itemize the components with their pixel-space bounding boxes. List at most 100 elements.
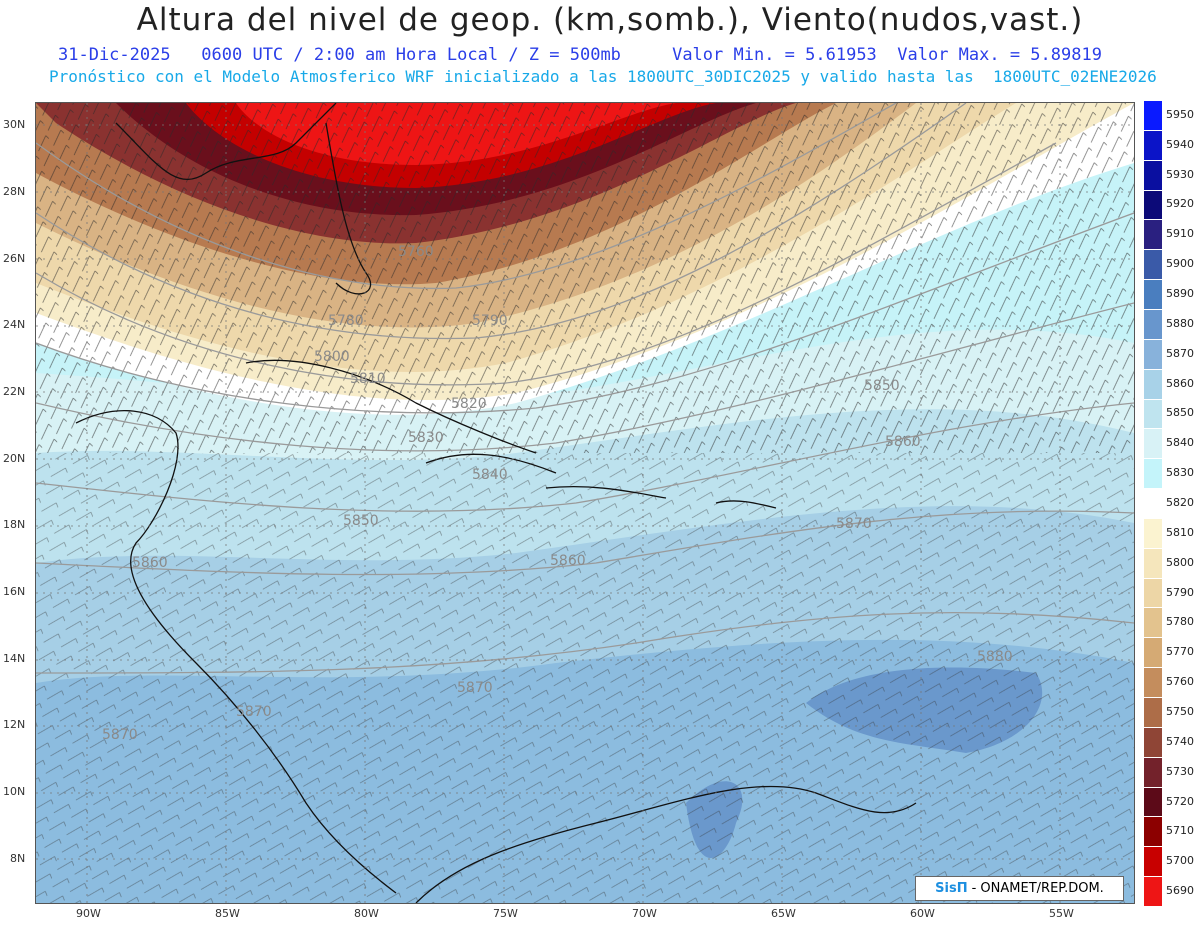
contour-label: 5870 xyxy=(457,680,493,696)
legend-level-label: 5810 xyxy=(1166,525,1194,539)
legend-level-label: 5800 xyxy=(1166,555,1194,569)
legend-swatch xyxy=(1144,517,1162,548)
legend-level-label: 5740 xyxy=(1166,734,1194,748)
legend-swatch xyxy=(1144,786,1162,817)
legend-swatch xyxy=(1144,249,1162,280)
lon-tick: 70W xyxy=(632,907,657,920)
sisp-logo: SisΠ xyxy=(935,881,968,896)
legend-swatch xyxy=(1144,607,1162,638)
lon-tick: 90W xyxy=(76,907,101,920)
lon-tick: 55W xyxy=(1049,907,1074,920)
legend-swatch xyxy=(1144,458,1162,489)
map-canvas: 5760 5780 5790 5800 5810 5820 5830 5840 … xyxy=(36,103,1134,903)
legend-level-label: 5710 xyxy=(1166,824,1194,838)
lat-tick: 26N xyxy=(3,252,26,265)
contour-label: 5880 xyxy=(977,649,1013,665)
legend-swatch xyxy=(1144,129,1162,160)
legend-swatch xyxy=(1144,368,1162,399)
contour-label: 5820 xyxy=(451,396,487,412)
legend-level-label: 5820 xyxy=(1166,496,1194,509)
legend-level-label: 5780 xyxy=(1166,615,1194,629)
legend-swatch xyxy=(1144,398,1162,429)
legend-level-label: 5880 xyxy=(1166,316,1194,330)
lat-tick: 22N xyxy=(3,385,26,398)
legend-swatch xyxy=(1144,219,1162,250)
legend-swatch xyxy=(1144,697,1162,727)
lat-tick: 24N xyxy=(3,318,26,331)
legend-level-label: 5720 xyxy=(1166,794,1194,808)
color-legend: 5950 5940 5930 5920 5910 5900 5890 5880 5870 5860… xyxy=(1144,100,1200,906)
legend-swatch xyxy=(1144,100,1162,130)
legend-swatch xyxy=(1144,308,1162,339)
legend-level-label: 5930 xyxy=(1166,167,1194,181)
legend-level-label: 5770 xyxy=(1166,645,1194,659)
contour-label: 5850 xyxy=(864,378,900,394)
lat-tick: 16N xyxy=(3,585,26,598)
lat-tick: 28N xyxy=(3,185,26,198)
lon-tick: 75W xyxy=(493,907,518,920)
valid-time-line: 31-Dic-2025 0600 UTC / 2:00 am Hora Loca… xyxy=(58,45,1102,65)
legend-swatch xyxy=(1144,846,1162,877)
contour-label: 5830 xyxy=(408,430,444,446)
lat-tick: 18N xyxy=(3,518,26,531)
legend-swatch xyxy=(1144,726,1162,757)
legend-level-label: 5910 xyxy=(1166,227,1194,241)
lat-tick: 10N xyxy=(3,785,26,798)
legend-level-label: 5940 xyxy=(1166,137,1194,151)
legend-level-label: 5900 xyxy=(1166,257,1194,271)
legend-swatch xyxy=(1144,488,1162,518)
map-title: Altura del nivel de geop. (km,somb.), Vi… xyxy=(136,2,1084,38)
lat-tick: 30N xyxy=(3,118,26,131)
legend-swatch xyxy=(1144,637,1162,668)
lat-tick: 8N xyxy=(10,852,26,865)
contour-label: 5780 xyxy=(328,313,364,329)
lat-tick: 14N xyxy=(3,652,26,665)
legend-swatch xyxy=(1144,876,1162,906)
contour-label: 5760 xyxy=(398,244,434,260)
legend-level-label: 5850 xyxy=(1166,406,1194,420)
legend-level-label: 5920 xyxy=(1166,197,1194,211)
lon-tick: 85W xyxy=(215,907,240,920)
legend-level-label: 5950 xyxy=(1166,107,1194,121)
legend-level-label: 5790 xyxy=(1166,585,1194,599)
legend-level-label: 5890 xyxy=(1166,287,1194,301)
contour-label: 5860 xyxy=(550,553,586,569)
contour-label: 5850 xyxy=(343,513,379,529)
contour-label: 5870 xyxy=(102,727,138,743)
contour-label: 5860 xyxy=(132,555,168,571)
legend-level-label: 5870 xyxy=(1166,346,1194,360)
legend-level-label: 5840 xyxy=(1166,436,1194,450)
legend-level-label: 5730 xyxy=(1166,764,1194,778)
lon-tick: 65W xyxy=(771,907,796,920)
lon-tick: 60W xyxy=(910,907,935,920)
contour-label: 5870 xyxy=(236,704,272,720)
credit-box: SisΠ - ONAMET/REP.DOM. xyxy=(915,876,1124,901)
legend-level-label: 5690 xyxy=(1166,884,1194,898)
contour-label: 5840 xyxy=(472,467,508,483)
legend-swatch xyxy=(1144,189,1162,220)
lat-tick: 20N xyxy=(3,452,26,465)
credit-text: - ONAMET/REP.DOM. xyxy=(971,881,1104,896)
lat-tick: 12N xyxy=(3,718,26,731)
legend-level-label: 5700 xyxy=(1166,854,1194,868)
contour-label: 5810 xyxy=(350,371,386,387)
legend-swatch xyxy=(1144,159,1162,190)
contour-label: 5800 xyxy=(314,349,350,365)
legend-swatch xyxy=(1144,547,1162,578)
legend-swatch xyxy=(1144,667,1162,698)
map-panel: 5760 5780 5790 5800 5810 5820 5830 5840 … xyxy=(35,102,1135,904)
contour-label: 5860 xyxy=(885,434,921,450)
legend-swatch xyxy=(1144,338,1162,369)
legend-level-label: 5760 xyxy=(1166,675,1194,689)
model-info-line: Pronóstico con el Modelo Atmosferico WRF… xyxy=(49,67,1157,86)
lon-tick: 80W xyxy=(354,907,379,920)
legend-swatch xyxy=(1144,756,1162,787)
legend-level-label: 5830 xyxy=(1166,466,1194,480)
contour-label: 5790 xyxy=(472,313,508,329)
legend-level-label: 5750 xyxy=(1166,704,1194,718)
legend-swatch xyxy=(1144,577,1162,608)
contour-label: 5870 xyxy=(836,516,872,532)
legend-swatch xyxy=(1144,816,1162,847)
legend-swatch xyxy=(1144,428,1162,459)
legend-level-label: 5860 xyxy=(1166,376,1194,390)
